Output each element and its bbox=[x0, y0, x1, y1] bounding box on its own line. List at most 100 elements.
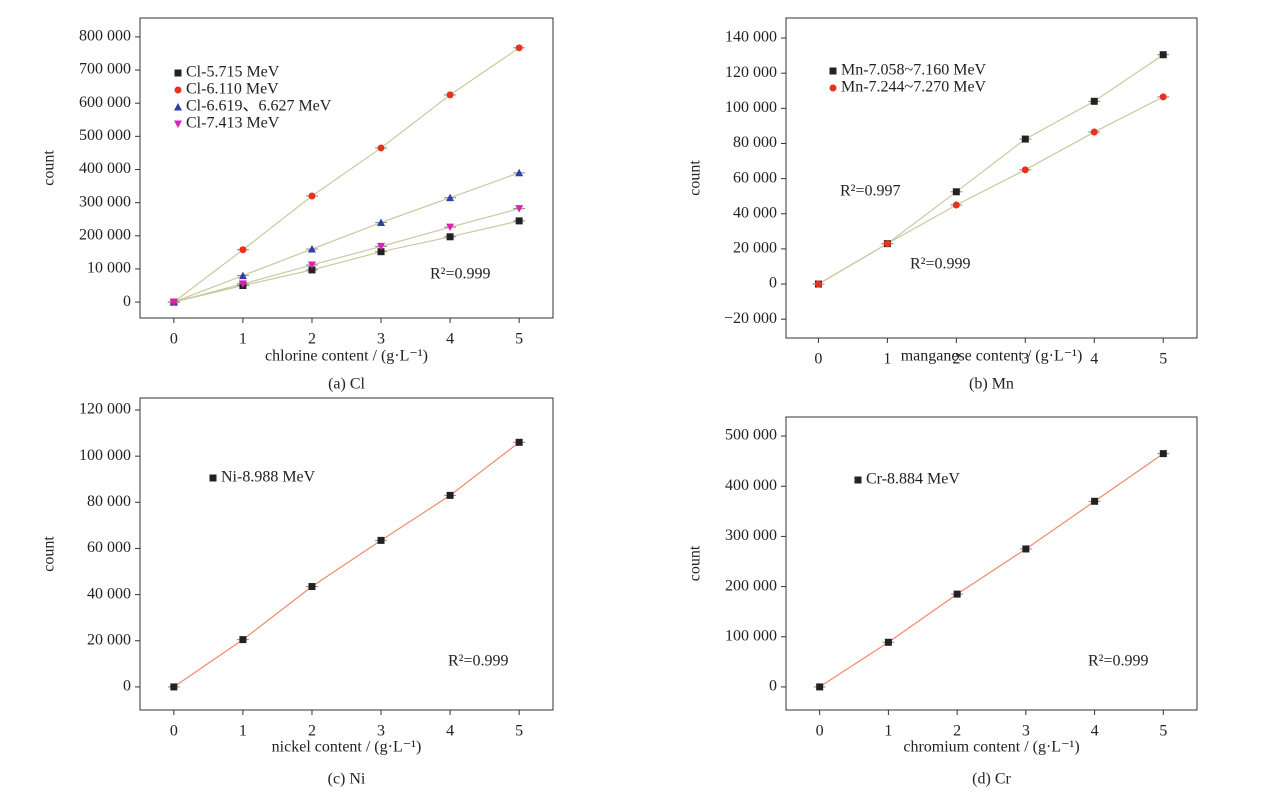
fit-line bbox=[819, 453, 1164, 688]
data-point bbox=[446, 91, 454, 99]
legend-label: Ni-8.988 MeV bbox=[221, 469, 316, 486]
x-tick-label: 3 bbox=[1021, 351, 1029, 368]
legend-label: Mn-7.244~7.270 MeV bbox=[841, 79, 987, 96]
y-axis-label: count bbox=[687, 160, 704, 196]
y-tick-label: 400 000 bbox=[725, 477, 777, 494]
data-point bbox=[377, 536, 385, 544]
y-tick-label: 20 000 bbox=[733, 240, 777, 257]
legend-marker bbox=[174, 120, 182, 128]
data-point bbox=[446, 233, 454, 241]
data-point bbox=[308, 583, 316, 591]
fit-line bbox=[173, 441, 520, 688]
y-axis-label: count bbox=[41, 536, 58, 572]
y-axis-label: count bbox=[687, 545, 704, 581]
legend-label: Cl-6.110 MeV bbox=[186, 81, 279, 98]
annotation: R²=0.999 bbox=[910, 256, 971, 273]
caption: (a) Cl bbox=[328, 376, 365, 393]
y-tick-label: 40 000 bbox=[87, 585, 131, 602]
data-point bbox=[446, 223, 455, 232]
y-tick-label: 200 000 bbox=[79, 226, 131, 243]
data-point bbox=[1022, 545, 1030, 553]
y-tick-label: 100 000 bbox=[725, 99, 777, 116]
x-tick-label: 5 bbox=[515, 723, 523, 740]
x-tick-label: 2 bbox=[952, 351, 960, 368]
x-tick-label: 2 bbox=[308, 723, 316, 740]
x-tick-label: 5 bbox=[515, 331, 523, 348]
data-point bbox=[814, 280, 822, 288]
y-tick-label: 700 000 bbox=[79, 61, 131, 78]
data-point bbox=[308, 266, 316, 274]
legend-label: Cl-5.715 MeV bbox=[186, 64, 280, 81]
x-tick-label: 4 bbox=[1090, 351, 1098, 368]
data-point bbox=[170, 683, 178, 691]
data-point bbox=[1021, 166, 1029, 174]
x-tick-label: 4 bbox=[446, 723, 454, 740]
annotation: R²=0.999 bbox=[448, 653, 509, 670]
data-point bbox=[446, 193, 455, 202]
x-tick-label: 0 bbox=[816, 723, 824, 740]
annotation: R²=0.997 bbox=[840, 183, 901, 200]
caption: (b) Mn bbox=[969, 376, 1014, 393]
legend-label: Mn-7.058~7.160 MeV bbox=[841, 62, 987, 79]
legend-label: Cr-8.884 MeV bbox=[866, 471, 960, 488]
data-point bbox=[1021, 135, 1029, 143]
caption: (d) Cr bbox=[972, 771, 1011, 788]
x-axis-label: manganese content / (g·L⁻¹) bbox=[901, 348, 1083, 365]
legend-label: Cl-6.619、6.627 MeV bbox=[186, 98, 332, 115]
x-tick-label: 4 bbox=[446, 331, 454, 348]
data-point bbox=[446, 491, 454, 499]
x-tick-label: 1 bbox=[239, 723, 247, 740]
y-axis-label: count bbox=[41, 150, 58, 186]
data-point bbox=[515, 44, 523, 52]
legend-marker bbox=[174, 86, 182, 94]
y-tick-label: 300 000 bbox=[79, 193, 131, 210]
x-tick-label: 3 bbox=[1022, 723, 1030, 740]
x-tick-label: 5 bbox=[1159, 723, 1167, 740]
data-point bbox=[169, 298, 178, 307]
data-point bbox=[515, 205, 524, 213]
x-tick-label: 0 bbox=[170, 723, 178, 740]
x-tick-label: 3 bbox=[377, 723, 385, 740]
y-tick-label: 500 000 bbox=[79, 127, 131, 144]
legend-label: Cl-7.413 MeV bbox=[186, 115, 280, 132]
legend-marker bbox=[829, 84, 837, 92]
y-tick-label: 100 000 bbox=[79, 447, 131, 464]
legend-marker bbox=[174, 69, 182, 77]
y-tick-label: 0 bbox=[769, 275, 777, 292]
fit-line bbox=[173, 220, 520, 303]
y-tick-label: 0 bbox=[123, 293, 131, 310]
y-tick-label: 60 000 bbox=[87, 539, 131, 556]
y-tick-label: −20 000 bbox=[724, 310, 777, 327]
plot-frame bbox=[139, 17, 554, 319]
data-point bbox=[377, 242, 386, 251]
y-tick-label: 80 000 bbox=[733, 134, 777, 151]
data-point bbox=[377, 218, 386, 227]
legend-marker bbox=[829, 67, 837, 75]
data-point bbox=[377, 144, 385, 152]
caption: (c) Ni bbox=[328, 771, 366, 788]
y-tick-label: 120 000 bbox=[79, 401, 131, 418]
y-tick-label: 80 000 bbox=[87, 493, 131, 510]
y-tick-label: 400 000 bbox=[79, 160, 131, 177]
annotation: R²=0.999 bbox=[430, 266, 491, 283]
x-tick-label: 1 bbox=[884, 723, 892, 740]
data-point bbox=[307, 261, 316, 269]
x-axis-label: chromium content / (g·L⁻¹) bbox=[903, 739, 1079, 756]
data-point bbox=[515, 217, 523, 225]
annotation: R²=0.999 bbox=[1088, 653, 1149, 670]
x-tick-label: 3 bbox=[377, 331, 385, 348]
x-tick-label: 4 bbox=[1091, 723, 1099, 740]
x-tick-label: 2 bbox=[953, 723, 961, 740]
x-axis-label: chlorine content / (g·L⁻¹) bbox=[265, 348, 428, 365]
fit-line bbox=[173, 172, 520, 303]
plot-frame bbox=[785, 17, 1198, 339]
y-tick-label: 200 000 bbox=[725, 577, 777, 594]
x-tick-label: 2 bbox=[308, 331, 316, 348]
data-point bbox=[515, 438, 523, 446]
y-tick-label: 140 000 bbox=[725, 29, 777, 46]
y-tick-label: 800 000 bbox=[79, 28, 131, 45]
data-point bbox=[816, 683, 824, 691]
y-tick-label: 20 000 bbox=[87, 631, 131, 648]
data-point bbox=[952, 188, 960, 196]
data-point bbox=[883, 240, 891, 248]
